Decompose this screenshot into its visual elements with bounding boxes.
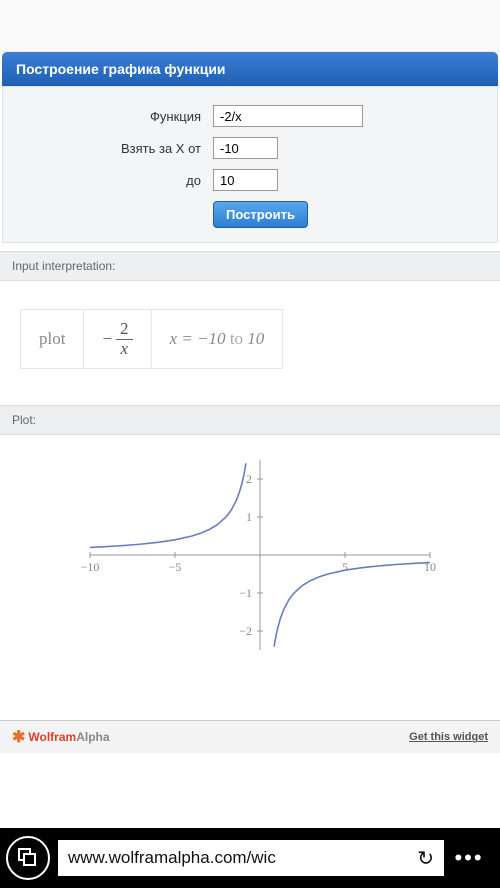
browser-toolbar: www.wolframalpha.com/wic ↻ ••• bbox=[0, 828, 500, 888]
function-label: Функция bbox=[13, 109, 213, 124]
svg-text:5: 5 bbox=[342, 560, 348, 574]
widget-footer: ✱ WolframAlpha Get this widget bbox=[0, 720, 500, 753]
xto-input[interactable] bbox=[213, 169, 278, 191]
interp-expression: −2x bbox=[84, 310, 151, 369]
get-widget-link[interactable]: Get this widget bbox=[409, 731, 488, 743]
more-button[interactable]: ••• bbox=[444, 836, 494, 880]
svg-text:2: 2 bbox=[246, 472, 252, 486]
interp-header: Input interpretation: bbox=[0, 251, 500, 281]
wolfram-logo[interactable]: ✱ WolframAlpha bbox=[12, 727, 110, 747]
widget-title: Построение графика функции bbox=[2, 52, 498, 86]
svg-text:−2: −2 bbox=[239, 624, 252, 638]
url-text: www.wolframalpha.com/wic bbox=[68, 848, 411, 868]
page-content: Построение графика функции Функция Взять… bbox=[0, 0, 500, 828]
svg-text:−5: −5 bbox=[169, 560, 182, 574]
tabs-button[interactable] bbox=[6, 836, 50, 880]
interp-plot-word: plot bbox=[21, 310, 84, 369]
xto-label: до bbox=[13, 173, 213, 188]
build-button[interactable]: Построить bbox=[213, 201, 308, 228]
plot-header: Plot: bbox=[0, 405, 500, 435]
wolfram-star-icon: ✱ bbox=[12, 727, 25, 747]
reload-icon[interactable]: ↻ bbox=[417, 846, 434, 871]
svg-text:−1: −1 bbox=[239, 586, 252, 600]
svg-text:−10: −10 bbox=[81, 560, 100, 574]
plot-chart: −10−5510−2−112 bbox=[60, 450, 440, 670]
interp-table: plot −2x x = −10 to 10 bbox=[20, 309, 283, 369]
svg-text:1: 1 bbox=[246, 510, 252, 524]
plot-body: −10−5510−2−112 bbox=[0, 435, 500, 700]
interp-range: x = −10 to 10 bbox=[151, 310, 283, 369]
xfrom-input[interactable] bbox=[213, 137, 278, 159]
url-bar[interactable]: www.wolframalpha.com/wic ↻ bbox=[58, 840, 444, 876]
function-input[interactable] bbox=[213, 105, 363, 127]
interp-body: plot −2x x = −10 to 10 bbox=[0, 281, 500, 397]
top-spacer bbox=[0, 0, 500, 52]
tabs-icon bbox=[18, 848, 38, 868]
input-form: Функция Взять за X от до Построить bbox=[2, 86, 498, 243]
xfrom-label: Взять за X от bbox=[13, 141, 213, 156]
